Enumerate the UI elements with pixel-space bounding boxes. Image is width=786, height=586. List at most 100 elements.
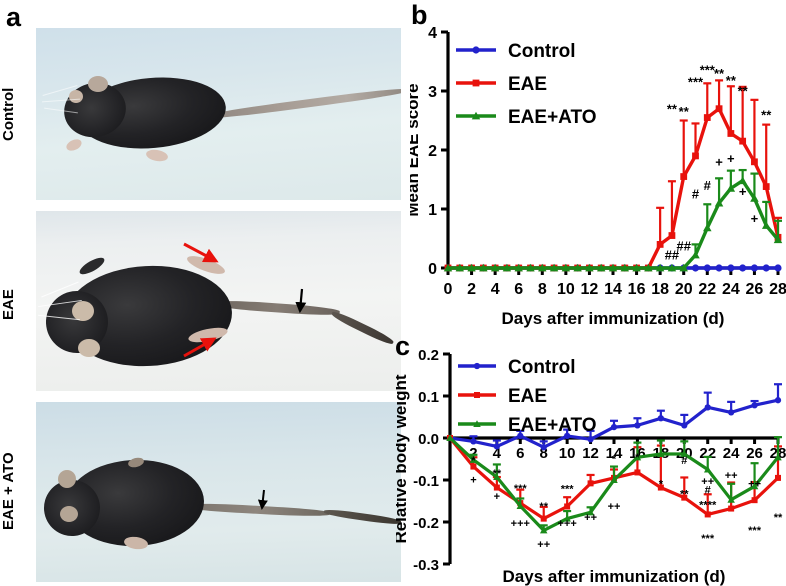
series-marker — [470, 438, 477, 445]
x-tick-label: 4 — [493, 445, 502, 462]
series-marker — [738, 176, 747, 185]
series-marker — [691, 250, 700, 259]
series-marker — [479, 263, 488, 272]
series-marker — [751, 402, 758, 409]
significance-marker: ** — [774, 512, 783, 524]
x-tick-label: 8 — [540, 445, 548, 462]
significance-marker: *** — [561, 484, 575, 496]
x-tick-label: 14 — [604, 281, 622, 298]
series-marker — [446, 434, 454, 441]
legend-label-2: EAE+ATO — [508, 107, 597, 128]
eae-ato-mouse-photo — [36, 402, 401, 582]
panel-letter-b: b — [411, 0, 428, 30]
panel-c-svg: -0.3-0.2-0.10.00.10.22468101214161820222… — [396, 347, 786, 586]
legend-marker-1 — [472, 79, 480, 87]
series-marker — [726, 184, 736, 192]
significance-marker: ++ — [701, 476, 714, 488]
significance-marker: ** — [738, 84, 749, 99]
significance-marker: +++ — [558, 518, 577, 530]
significance-marker: ## — [665, 248, 680, 263]
photo-label-eae: EAE — [0, 289, 17, 321]
eae-mouse-photo — [36, 211, 401, 391]
x-axis-title: Days after immunization (d) — [503, 567, 726, 586]
x-tick-label: 26 — [746, 281, 764, 298]
x-tick-label: 2 — [467, 281, 476, 298]
panel-c-plot-area: -0.3-0.2-0.10.00.10.22468101214161820222… — [396, 347, 786, 586]
y-tick-label: -0.2 — [413, 515, 439, 532]
x-tick-label: 20 — [675, 281, 693, 298]
series-marker — [493, 443, 501, 450]
series-line-eae-ato — [448, 178, 780, 270]
series-marker — [715, 264, 723, 272]
photo-label-control: Control — [0, 87, 17, 141]
series-marker — [727, 264, 735, 272]
x-tick-label: 2 — [469, 445, 477, 462]
panel-letter-a: a — [6, 2, 22, 32]
significance-marker: ++ — [608, 501, 621, 513]
series-marker — [703, 465, 712, 473]
significance-marker: * — [471, 455, 476, 467]
series-marker — [703, 223, 712, 232]
series-marker — [549, 263, 559, 272]
series-marker — [563, 514, 571, 522]
x-tick-label: 18 — [651, 281, 669, 298]
eae-arrow-group — [183, 242, 307, 358]
series-marker — [634, 469, 641, 476]
mouse-ear-control-2 — [69, 90, 83, 103]
series-marker — [714, 198, 724, 207]
mouse-ear-control — [88, 76, 108, 92]
red-arrow-hindlimb-upper — [183, 242, 219, 263]
series-marker — [704, 511, 711, 518]
series-marker — [517, 432, 524, 440]
x-tick-label: 6 — [516, 445, 524, 462]
significance-marker: ** — [679, 104, 690, 119]
series-marker — [655, 263, 665, 272]
series-marker — [704, 404, 711, 411]
y-tick-label: 0 — [428, 261, 437, 278]
series-marker — [691, 264, 700, 272]
series-marker — [633, 453, 642, 461]
series-marker — [728, 505, 735, 512]
significance-marker: + — [715, 155, 723, 170]
significance-marker: *** — [688, 74, 704, 89]
x-tick-label: 6 — [514, 281, 523, 298]
series-marker — [514, 263, 523, 272]
y-tick-label: 4 — [428, 25, 437, 42]
series-marker — [443, 263, 453, 272]
series-marker — [750, 482, 759, 490]
series-marker — [774, 453, 782, 461]
series-marker — [751, 158, 758, 166]
series-marker — [573, 263, 582, 272]
series-marker — [762, 264, 770, 272]
series-marker — [502, 263, 512, 272]
x-tick-label: 4 — [491, 281, 500, 298]
legend-marker-1 — [474, 392, 480, 398]
significance-marker: + — [470, 474, 476, 486]
x-tick-label: 12 — [581, 281, 599, 298]
y-tick-label: 0.1 — [418, 389, 439, 406]
series-marker — [774, 264, 782, 272]
x-tick-label: 22 — [699, 445, 716, 462]
series-marker — [775, 474, 781, 481]
significance-marker: ** — [726, 73, 737, 88]
significance-marker: # — [705, 484, 711, 496]
series-marker — [681, 422, 688, 429]
series-marker — [751, 497, 758, 504]
y-tick-label: -0.3 — [413, 557, 439, 574]
series-marker — [750, 194, 759, 202]
series-marker — [620, 263, 630, 272]
series-marker — [668, 232, 676, 239]
significance-marker: + — [727, 151, 735, 166]
x-tick-label: 16 — [628, 281, 646, 298]
series-marker — [657, 484, 664, 491]
panel-c-chart: -0.3-0.2-0.10.00.10.22468101214161820222… — [396, 336, 786, 586]
series-marker — [610, 423, 618, 431]
series-marker — [773, 235, 783, 244]
series-marker — [727, 409, 735, 416]
series-marker — [657, 450, 665, 457]
x-tick-label: 14 — [606, 445, 623, 462]
series-marker — [586, 508, 595, 516]
series-marker — [490, 263, 500, 272]
